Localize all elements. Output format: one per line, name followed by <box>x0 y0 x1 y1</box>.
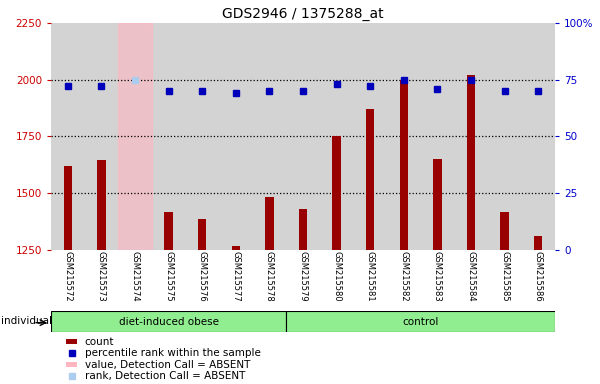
Bar <box>253 23 286 250</box>
Bar <box>164 212 173 250</box>
Bar <box>332 136 341 250</box>
Bar <box>66 339 77 344</box>
Bar <box>320 23 353 250</box>
Bar <box>387 23 421 250</box>
Bar <box>265 197 274 250</box>
Text: count: count <box>85 337 114 347</box>
Bar <box>66 362 77 367</box>
Bar <box>500 212 509 250</box>
Text: rank, Detection Call = ABSENT: rank, Detection Call = ABSENT <box>85 371 245 381</box>
Bar <box>219 23 253 250</box>
Text: diet-induced obese: diet-induced obese <box>119 316 218 327</box>
Bar <box>51 311 286 332</box>
Bar <box>467 75 475 250</box>
Bar <box>534 236 542 250</box>
Bar <box>454 23 488 250</box>
Title: GDS2946 / 1375288_at: GDS2946 / 1375288_at <box>222 7 384 21</box>
Bar <box>433 159 442 250</box>
Bar <box>152 23 185 250</box>
Bar <box>232 246 240 250</box>
Bar <box>366 109 374 250</box>
Bar <box>521 23 555 250</box>
Text: individual: individual <box>1 316 52 326</box>
Bar <box>97 160 106 250</box>
Bar <box>51 23 85 250</box>
Bar <box>421 23 454 250</box>
Bar <box>185 23 219 250</box>
Bar <box>286 23 320 250</box>
Bar <box>400 80 408 250</box>
Text: control: control <box>403 316 439 327</box>
Bar <box>198 219 206 250</box>
Text: value, Detection Call = ABSENT: value, Detection Call = ABSENT <box>85 360 250 370</box>
Bar <box>85 23 118 250</box>
Bar <box>353 23 387 250</box>
Bar <box>118 23 152 250</box>
Bar <box>488 23 521 250</box>
Bar <box>286 311 555 332</box>
Bar <box>299 209 307 250</box>
Bar <box>64 166 72 250</box>
Text: percentile rank within the sample: percentile rank within the sample <box>85 348 260 358</box>
Bar <box>118 23 152 250</box>
